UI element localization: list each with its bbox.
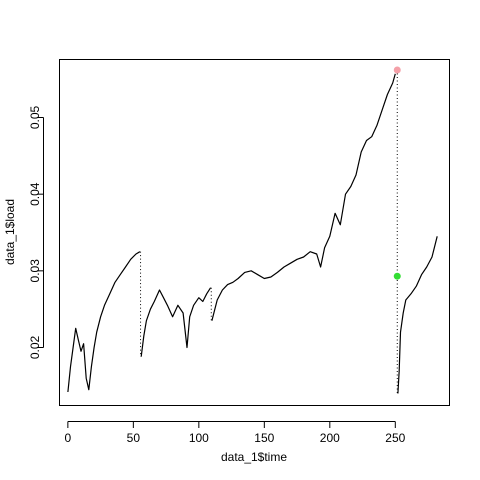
x-tick-label-5: 250 bbox=[385, 431, 405, 445]
x-tick-label-4: 200 bbox=[320, 431, 340, 445]
y-tick-label-1: 0.03 bbox=[28, 259, 42, 283]
y-tick-label-2: 0.04 bbox=[28, 182, 42, 206]
data-traces bbox=[67, 73, 438, 394]
y-axis: 0.02 0.03 0.04 0.05 bbox=[28, 105, 44, 359]
highlight-point-1 bbox=[393, 272, 401, 280]
x-axis: 0 50 100 150 200 250 bbox=[65, 421, 406, 445]
y-axis-label: data_1$load bbox=[3, 199, 17, 265]
series-trace-0-1 bbox=[140, 287, 212, 357]
highlight-points bbox=[393, 66, 401, 280]
y-tick-label-3: 0.05 bbox=[28, 105, 42, 129]
plot-frame bbox=[59, 59, 450, 406]
vertical-drops bbox=[140, 69, 398, 394]
series-trace-0-3 bbox=[397, 236, 438, 394]
highlight-point-0 bbox=[393, 66, 401, 74]
series-trace-0-2 bbox=[211, 73, 396, 321]
x-tick-label-3: 150 bbox=[254, 431, 274, 445]
x-tick-label-1: 50 bbox=[127, 431, 141, 445]
x-axis-label: data_1$time bbox=[221, 450, 287, 464]
y-tick-label-0: 0.02 bbox=[28, 335, 42, 359]
series-trace-0-0 bbox=[67, 251, 141, 393]
x-tick-label-0: 0 bbox=[65, 431, 72, 445]
x-tick-label-2: 100 bbox=[189, 431, 209, 445]
